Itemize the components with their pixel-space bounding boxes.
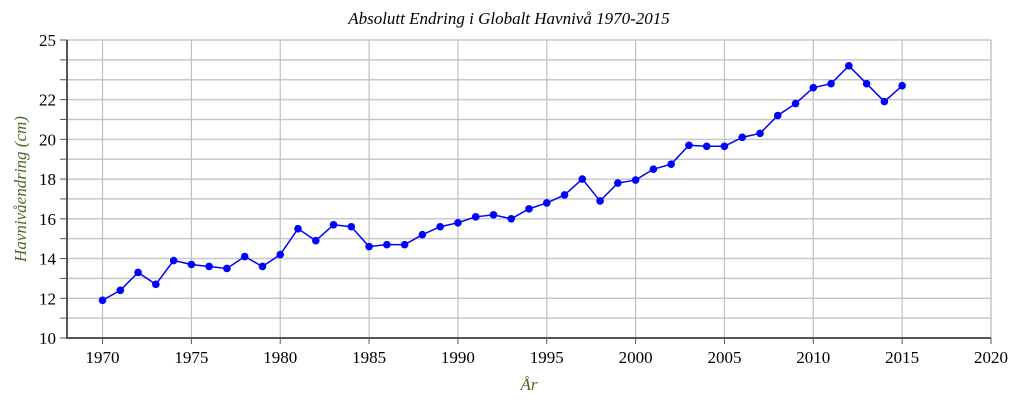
data-point (773, 111, 782, 120)
data-point (791, 99, 800, 108)
data-point (507, 215, 516, 223)
x-tick-label: 1970 (86, 348, 120, 367)
data-point (738, 133, 747, 142)
y-tick-label: 10 (39, 329, 56, 348)
data-point (383, 240, 391, 249)
data-point (258, 262, 267, 271)
data-point (649, 165, 658, 173)
data-point (169, 256, 178, 265)
data-point (294, 224, 302, 233)
data-point (898, 81, 906, 90)
data-point (596, 197, 604, 205)
y-tick-label: 14 (39, 250, 57, 269)
x-tick-label: 2015 (885, 348, 919, 367)
y-tick-label: 20 (39, 130, 56, 149)
data-point (809, 83, 818, 92)
x-tick-label: 1985 (352, 348, 386, 367)
series-line (102, 64, 903, 301)
data-point (365, 242, 373, 251)
data-point (223, 264, 231, 273)
x-tick-label: 2020 (974, 348, 1008, 367)
data-point (862, 79, 871, 88)
x-tick-label: 2010 (796, 348, 830, 367)
data-point (667, 160, 675, 168)
data-point (205, 262, 213, 271)
data-point (116, 286, 125, 295)
data-point (489, 211, 498, 219)
data-point (578, 175, 587, 183)
data-point (240, 252, 249, 261)
data-point (614, 179, 622, 187)
data-point (134, 268, 142, 277)
data-point (276, 250, 285, 259)
y-tick-label: 22 (39, 91, 56, 110)
chart-title: Absolutt Endring i Globalt Havnivå 1970-… (347, 9, 670, 28)
y-tick-label: 12 (39, 289, 56, 308)
data-point (311, 236, 320, 245)
data-point (827, 79, 835, 88)
y-tick-label: 25 (39, 31, 56, 50)
data-point (756, 129, 764, 138)
data-point (702, 142, 711, 151)
data-point (152, 280, 160, 289)
y-axis-label: Havnivåendring (cm) (11, 116, 30, 263)
data-point (525, 205, 533, 213)
x-tick-label: 1990 (441, 348, 475, 367)
x-tick-label: 1980 (263, 348, 297, 367)
x-tick-label: 1975 (174, 348, 208, 367)
data-point (98, 296, 107, 305)
data-point (418, 230, 427, 239)
x-tick-label: 2005 (707, 348, 741, 367)
data-point (347, 222, 356, 231)
data-point (542, 199, 551, 207)
x-axis-label: År (520, 375, 538, 394)
data-point (845, 62, 853, 70)
data-point (880, 97, 889, 106)
y-tick-label: 18 (39, 170, 56, 189)
data-point (454, 218, 462, 227)
y-tick-label: 16 (39, 210, 56, 229)
data-point (685, 141, 693, 150)
data-point (400, 240, 409, 249)
x-tick-label: 1995 (530, 348, 564, 367)
x-tick-label: 2000 (619, 348, 653, 367)
data-point (471, 213, 480, 221)
data-point (187, 260, 196, 269)
data-point (436, 222, 444, 231)
data-point (720, 142, 729, 151)
data-point (631, 176, 640, 184)
data-point (329, 220, 338, 229)
data-point (560, 191, 569, 199)
